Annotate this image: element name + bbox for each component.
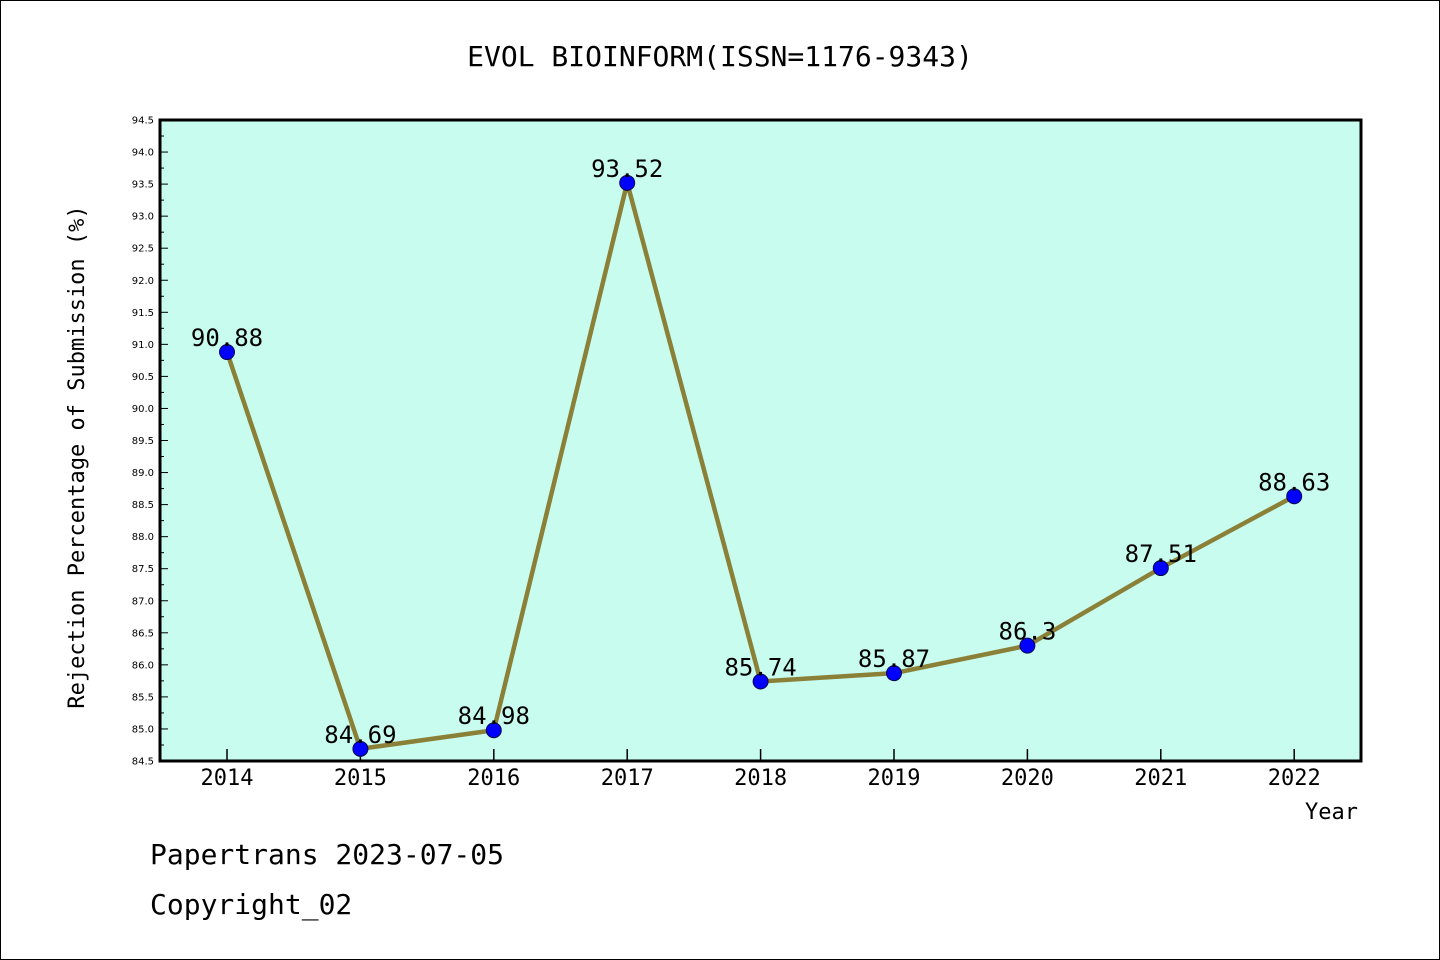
data-label: 87.51: [1125, 540, 1197, 568]
data-point: [485, 722, 502, 739]
data-label: 85.74: [724, 654, 796, 682]
y-tick-label: 85.0: [132, 724, 154, 735]
x-tick-label: 2020: [1001, 766, 1054, 791]
data-point: [219, 344, 235, 361]
data-label: 90.88: [191, 324, 263, 352]
chart-title: EVOL BIOINFORM(ISSN=1176-9343): [467, 40, 973, 73]
x-tick-label: 2022: [1268, 766, 1321, 791]
plot-border: [158, 118, 1363, 763]
y-tick-label: 87.5: [132, 564, 154, 575]
data-point: [352, 740, 369, 757]
y-tick-label: 92.0: [132, 276, 154, 287]
x-tick-label: 2019: [868, 766, 921, 791]
y-tick-label: 93.5: [132, 180, 154, 191]
data-point: [1152, 560, 1169, 577]
footer-copyright: Copyright_02: [150, 888, 352, 922]
y-tick-label: 89.0: [132, 468, 154, 479]
data-label: 93.52: [591, 155, 663, 183]
data-label: 86.3: [999, 618, 1057, 646]
y-tick-label: 86.0: [132, 660, 154, 671]
x-tick-label: 2018: [734, 766, 787, 791]
y-tick-label: 87.0: [132, 596, 154, 607]
y-tick-label: 89.5: [132, 436, 154, 447]
y-tick-label: 93.0: [132, 212, 154, 223]
y-tick-label: 85.5: [132, 692, 154, 703]
y-tick-label: 88.0: [132, 532, 154, 543]
data-point: [886, 665, 902, 682]
data-point: [752, 673, 769, 690]
y-tick-label: 94.0: [132, 148, 154, 159]
footer-date: Papertrans 2023-07-05: [150, 838, 504, 871]
x-tick-label: 2017: [601, 766, 654, 791]
x-axis-label: Year: [1305, 800, 1358, 825]
data-label: 84.98: [458, 702, 530, 730]
y-axis-label: Rejection Percentage of Submission (%): [65, 205, 90, 708]
y-tick-label: 92.5: [132, 244, 154, 255]
data-labels: 90.88 84.69 84.98 93.52 85.74 85.87 86.3 87.51 8…: [191, 155, 1330, 749]
data-label: 88.63: [1258, 468, 1330, 496]
y-tick-label: 90.5: [132, 372, 154, 383]
y-tick-label: 91.0: [132, 340, 154, 351]
plot-area: [160, 120, 1361, 761]
y-tick-label: 86.5: [132, 628, 154, 639]
x-tick-label: 2014: [201, 766, 254, 791]
data-label: 84.69: [324, 721, 396, 749]
data-markers: [219, 174, 1303, 757]
y-tick-label: 90.0: [132, 404, 154, 415]
y-tick-label: 94.5: [132, 116, 154, 127]
data-label: 85.87: [858, 645, 930, 673]
x-axis: 2014 2015 2016 2017 2018 2019 2020 2021 2022: [201, 749, 1321, 791]
y-tick-label: 84.5: [132, 757, 154, 768]
y-tick-label: 88.5: [132, 500, 154, 511]
y-tick-label: 91.5: [132, 308, 154, 319]
x-tick-label: 2016: [467, 766, 520, 791]
x-tick-label: 2015: [334, 766, 387, 791]
data-point: [1286, 488, 1303, 505]
data-point: [1019, 637, 1036, 654]
y-axis: 84.5 85.0 85.5 86.0 86.5 87.0 87.5 88.0 88.5 89.0…: [132, 116, 168, 768]
data-point: [619, 174, 636, 191]
x-tick-label: 2021: [1134, 766, 1187, 791]
